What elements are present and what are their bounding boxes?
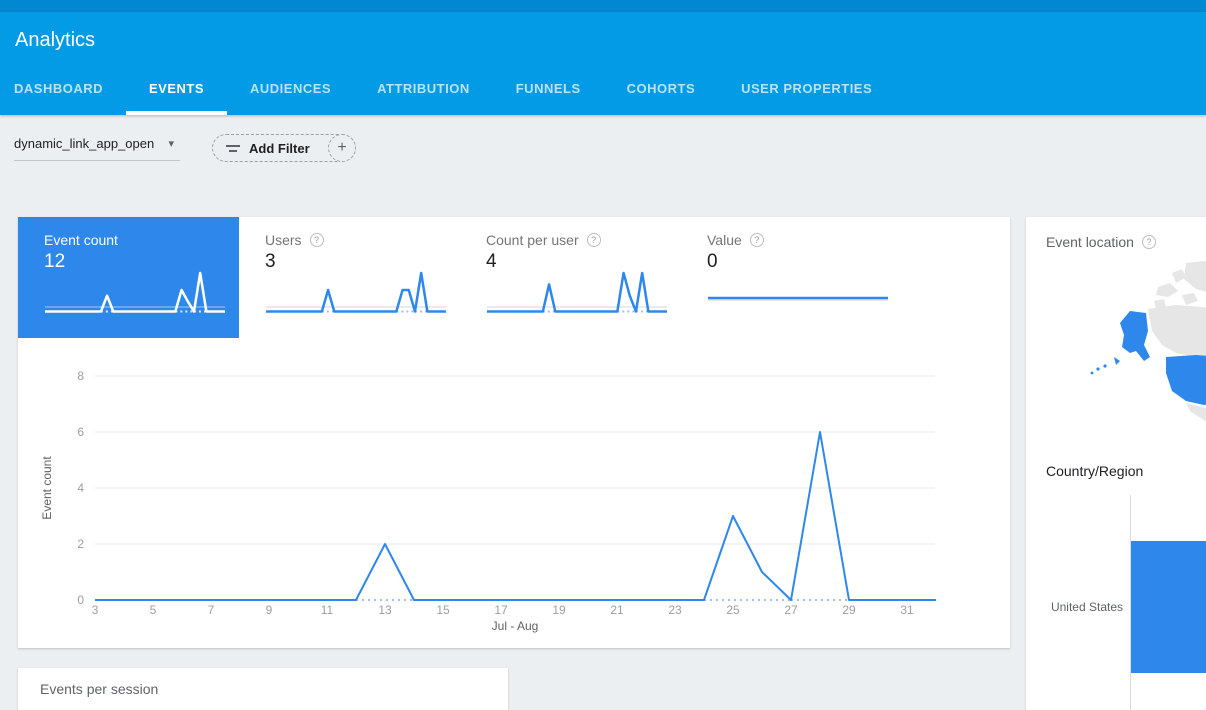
metric-label: Count per user [486, 232, 579, 248]
filter-bar: dynamic_link_app_open ▾ Add Filter + [0, 115, 1206, 185]
svg-text:31: 31 [900, 603, 914, 617]
metric-tile-count-per-user[interactable]: Count per user ? 4 [460, 217, 681, 338]
sparkline-value [708, 296, 888, 301]
metric-label: Value [707, 232, 742, 248]
events-per-session-title: Events per session [40, 681, 159, 697]
help-icon[interactable]: ? [1141, 235, 1156, 249]
bar-axis-line [1130, 495, 1131, 710]
svg-text:9: 9 [266, 603, 273, 617]
svg-text:2: 2 [77, 537, 84, 551]
svg-text:8: 8 [77, 369, 84, 383]
help-icon[interactable]: ? [586, 233, 601, 247]
event-selector-value: dynamic_link_app_open [14, 136, 155, 151]
svg-text:11: 11 [321, 603, 334, 617]
svg-text:23: 23 [668, 603, 682, 617]
sparkline-users [266, 271, 446, 313]
svg-text:27: 27 [784, 603, 798, 617]
tab-dashboard[interactable]: DASHBOARD [14, 81, 103, 96]
svg-text:15: 15 [436, 603, 450, 617]
events-per-session-card: Events per session [18, 668, 508, 710]
add-filter-label: Add Filter [249, 140, 310, 156]
tab-attribution[interactable]: ATTRIBUTION [377, 81, 470, 96]
metric-tile-users[interactable]: Users ? 3 [239, 217, 460, 338]
help-icon[interactable]: ? [309, 233, 324, 247]
svg-text:Jul - Aug: Jul - Aug [492, 619, 539, 633]
north-america-map [1090, 261, 1206, 422]
header: Analytics DASHBOARD EVENTS AUDIENCES ATT… [0, 12, 1206, 115]
svg-text:13: 13 [378, 603, 392, 617]
tab-events[interactable]: EVENTS [126, 67, 228, 115]
svg-text:21: 21 [610, 603, 624, 617]
metric-value: 3 [265, 251, 276, 272]
metric-tile-value[interactable]: Value ? 0 [681, 217, 902, 338]
tab-cohorts[interactable]: COHORTS [626, 81, 696, 96]
page-title: Analytics [15, 29, 96, 51]
metric-tile-event-count[interactable]: Event count 12 [18, 217, 239, 338]
svg-text:19: 19 [552, 603, 566, 617]
svg-text:25: 25 [726, 603, 740, 617]
svg-text:5: 5 [150, 603, 157, 617]
help-icon[interactable]: ? [749, 233, 764, 247]
united-states-bar [1131, 541, 1206, 673]
svg-text:3: 3 [92, 603, 99, 617]
event-selector-dropdown[interactable]: dynamic_link_app_open ▾ [14, 136, 180, 161]
tab-bar: DASHBOARD EVENTS AUDIENCES ATTRIBUTION F… [0, 67, 895, 115]
add-filter-button[interactable]: Add Filter + [212, 134, 356, 162]
country-label: United States [1050, 600, 1123, 614]
svg-text:17: 17 [494, 603, 508, 617]
svg-text:7: 7 [208, 603, 215, 617]
svg-text:Event count: Event count [40, 456, 54, 520]
event-detail-card: Event count 12 Users ? 3 Count per user … [18, 217, 1010, 648]
tab-audiences[interactable]: AUDIENCES [250, 81, 332, 96]
filter-icon [226, 144, 240, 153]
tab-user-properties[interactable]: USER PROPERTIES [741, 81, 873, 96]
svg-text:0: 0 [77, 593, 84, 607]
sparkline-event-count [45, 271, 225, 313]
metric-value: 4 [486, 251, 497, 272]
sparkline-count-per-user [487, 271, 667, 313]
chevron-down-icon: ▾ [168, 138, 174, 150]
plus-icon: + [328, 134, 356, 162]
svg-text:4: 4 [77, 481, 84, 495]
browser-top-strip [0, 0, 1206, 12]
metric-value: 0 [707, 251, 718, 272]
tab-funnels[interactable]: FUNNELS [515, 81, 581, 96]
event-location-title: Event location [1046, 234, 1134, 250]
metric-label: Event count [44, 232, 118, 248]
svg-text:6: 6 [77, 425, 84, 439]
event-location-card: Event location ? Coun [1026, 217, 1206, 710]
metric-label: Users [265, 232, 302, 248]
metric-value: 12 [44, 251, 66, 272]
svg-text:29: 29 [842, 603, 856, 617]
country-region-header: Country/Region [1046, 463, 1144, 479]
metric-tiles: Event count 12 Users ? 3 Count per user … [18, 217, 902, 338]
